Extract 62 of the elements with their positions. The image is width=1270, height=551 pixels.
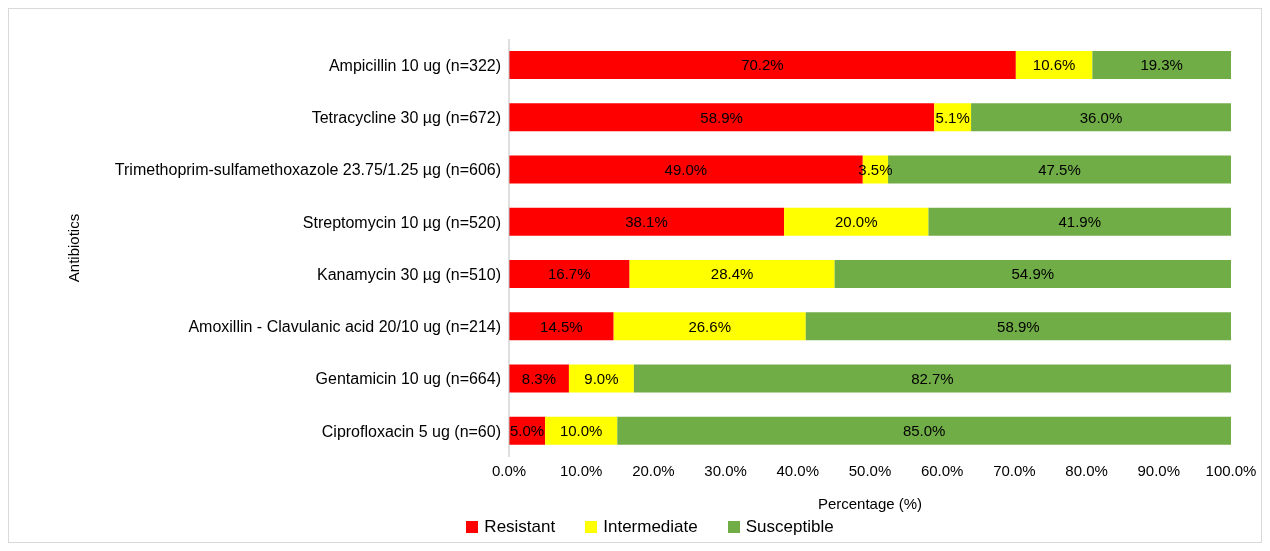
y-tick-label: Trimethoprim-sulfamethoxazole 23.75/1.25 µg (n=606): [114, 161, 501, 179]
bar: [834, 260, 1231, 288]
legend-label: Susceptible: [745, 517, 834, 537]
x-tick-label: 90.0%: [1137, 461, 1181, 479]
x-tick-label: 50.0%: [848, 461, 892, 479]
data-label: 58.9%: [997, 317, 1040, 335]
bar: [629, 260, 835, 288]
bar: [509, 51, 1016, 79]
data-label: 28.4%: [710, 265, 754, 283]
data-label: 8.3%: [521, 369, 557, 387]
x-tick-label: 100.0%: [1205, 461, 1257, 479]
y-tick-label: Tetracycline 30 µg (n=672): [311, 109, 501, 127]
data-label: 70.2%: [741, 56, 784, 74]
x-tick-label: 30.0%: [704, 461, 747, 479]
data-label: 26.6%: [688, 317, 731, 335]
y-tick-label: Ampicillin 10 ug (n=322): [328, 56, 501, 74]
bar: [971, 103, 1231, 132]
bar: [613, 312, 806, 341]
bar: [805, 312, 1231, 341]
x-tick-label: 70.0%: [993, 461, 1036, 479]
bar: [633, 364, 1231, 393]
x-tick-label: 60.0%: [920, 461, 964, 479]
data-label: 54.9%: [1011, 265, 1055, 283]
data-label: 41.9%: [1058, 213, 1102, 230]
data-label: 16.7%: [548, 265, 591, 283]
data-label: 49.0%: [664, 160, 708, 178]
legend-label: Resistant: [484, 517, 556, 537]
y-tick-label: Ciprofloxacin 5 ug (n=60): [321, 422, 501, 440]
x-tick-label: 80.0%: [1065, 461, 1108, 479]
y-tick-label: Kanamycin 30 µg (n=510): [317, 265, 501, 283]
data-label: 85.0%: [902, 422, 946, 439]
data-label: 10.6%: [1032, 56, 1076, 74]
y-axis-title: Antibiotics: [65, 213, 83, 283]
data-label: 82.7%: [911, 369, 954, 387]
data-label: 5.1%: [935, 108, 970, 126]
legend-label: Intermediate: [603, 517, 698, 537]
x-axis-title: Percentage (%): [817, 495, 923, 512]
x-tick-label: 40.0%: [776, 461, 820, 479]
bar: [509, 207, 785, 236]
data-label: 36.0%: [1079, 108, 1123, 126]
data-label: 19.3%: [1140, 56, 1183, 74]
bar: [509, 103, 935, 132]
x-tick-label: 10.0%: [559, 461, 603, 479]
data-label: 5.0%: [509, 422, 545, 439]
data-label: 20.0%: [835, 213, 878, 230]
bar: [509, 312, 614, 341]
y-tick-label: Amoxillin - Clavulanic acid 20/10 ug (n=214): [188, 318, 501, 336]
y-tick-label: Streptomycin 10 µg (n=520): [302, 213, 501, 231]
data-label: 10.0%: [559, 422, 603, 439]
data-label: 58.9%: [700, 108, 743, 126]
data-label: 9.0%: [584, 369, 619, 387]
bar: [1092, 51, 1231, 79]
bar: [928, 207, 1231, 236]
x-tick-label: 20.0%: [632, 461, 675, 479]
data-label: 14.5%: [540, 317, 583, 335]
bar: [784, 207, 929, 236]
data-label: 38.1%: [625, 213, 668, 230]
data-label: 47.5%: [1038, 160, 1081, 178]
y-tick-label: Gentamicin 10 ug (n=664): [315, 370, 501, 388]
bar: [617, 416, 1231, 445]
bar: [509, 260, 630, 288]
x-tick-label: 0.0%: [491, 461, 527, 479]
